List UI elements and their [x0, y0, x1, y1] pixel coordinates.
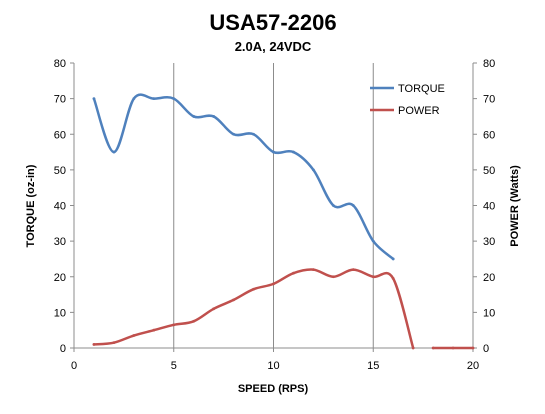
torque-data-point [331, 204, 335, 207]
chart-subtitle: 2.0A, 24VDC [235, 39, 312, 54]
x-tick-label: 5 [171, 360, 177, 372]
power-data-point [152, 328, 156, 332]
legend-label-torque: TORQUE [398, 83, 445, 95]
y-tick-label-left: 0 [60, 343, 66, 355]
power-data-point [92, 343, 96, 346]
power-data-point [431, 346, 435, 350]
torque-data-point [351, 204, 355, 207]
y-tick-label-right: 40 [483, 201, 495, 213]
power-series-line [92, 268, 415, 350]
torque-data-point [312, 168, 315, 172]
power-data-point [331, 275, 335, 279]
legend: TORQUE POWER [370, 83, 445, 117]
x-axis-label: SPEED (RPS) [238, 383, 309, 395]
series-group [92, 93, 475, 350]
power-data-point [112, 341, 116, 345]
y-tick-label-left: 60 [54, 129, 66, 141]
torque-data-point [212, 115, 216, 118]
torque-data-point [272, 150, 275, 154]
y-tick-label-right: 10 [483, 307, 495, 319]
power-data-point [312, 268, 315, 272]
torque-series-line [92, 93, 395, 261]
y-tick-label-right: 70 [483, 94, 495, 106]
torque-data-point [371, 239, 375, 243]
y-tick-label-left: 20 [54, 272, 66, 284]
power-data-point [212, 307, 216, 311]
torque-data-point [252, 132, 255, 136]
y-tick-label-right: 60 [483, 129, 495, 141]
axes [70, 62, 477, 352]
x-tick-label: 10 [267, 360, 279, 372]
x-tick-label: 0 [71, 360, 77, 372]
y-tick-label-right: 50 [483, 165, 495, 177]
y-axis-label-left: TORQUE (oz-in) [25, 164, 37, 247]
legend-label-power: POWER [398, 105, 440, 117]
torque-data-point [92, 97, 96, 101]
power-data-point [132, 334, 136, 337]
y-tick-label-left: 70 [54, 94, 66, 106]
power-data-point [411, 346, 415, 350]
torque-data-point [132, 97, 136, 101]
power-data-point [391, 277, 395, 280]
power-data-point [252, 287, 255, 291]
y-tick-label-right: 30 [483, 236, 495, 248]
y-axis-label-right: POWER (Watts) [509, 165, 521, 247]
power-data-point [351, 268, 355, 272]
torque-data-point [152, 97, 156, 101]
y-tick-label-right: 80 [483, 58, 495, 70]
y-tick-label-right: 20 [483, 272, 495, 284]
y-tick-label-left: 10 [54, 307, 66, 319]
y-tick-label-left: 40 [54, 201, 66, 213]
torque-data-point [192, 115, 196, 118]
torque-data-point [232, 132, 236, 136]
torque-data-point [292, 150, 295, 154]
x-tick-label: 20 [467, 360, 479, 372]
power-data-point [451, 346, 455, 350]
power-data-point [471, 346, 475, 350]
chart-title: USA57-2206 [209, 10, 336, 35]
torque-data-point [172, 97, 176, 101]
power-data-point [292, 271, 295, 275]
power-data-point [192, 319, 196, 323]
y-tick-label-left: 50 [54, 165, 66, 177]
y-tick-label-right: 0 [483, 343, 489, 355]
y-tick-label-left: 30 [54, 236, 66, 248]
power-data-point [272, 282, 275, 286]
power-data-point [371, 275, 375, 279]
y-tick-label-left: 80 [54, 58, 66, 70]
x-tick-label: 15 [367, 360, 379, 372]
torque-data-point [391, 257, 395, 261]
power-data-point [172, 323, 176, 327]
torque-data-point [112, 150, 116, 154]
power-data-point [232, 298, 236, 302]
